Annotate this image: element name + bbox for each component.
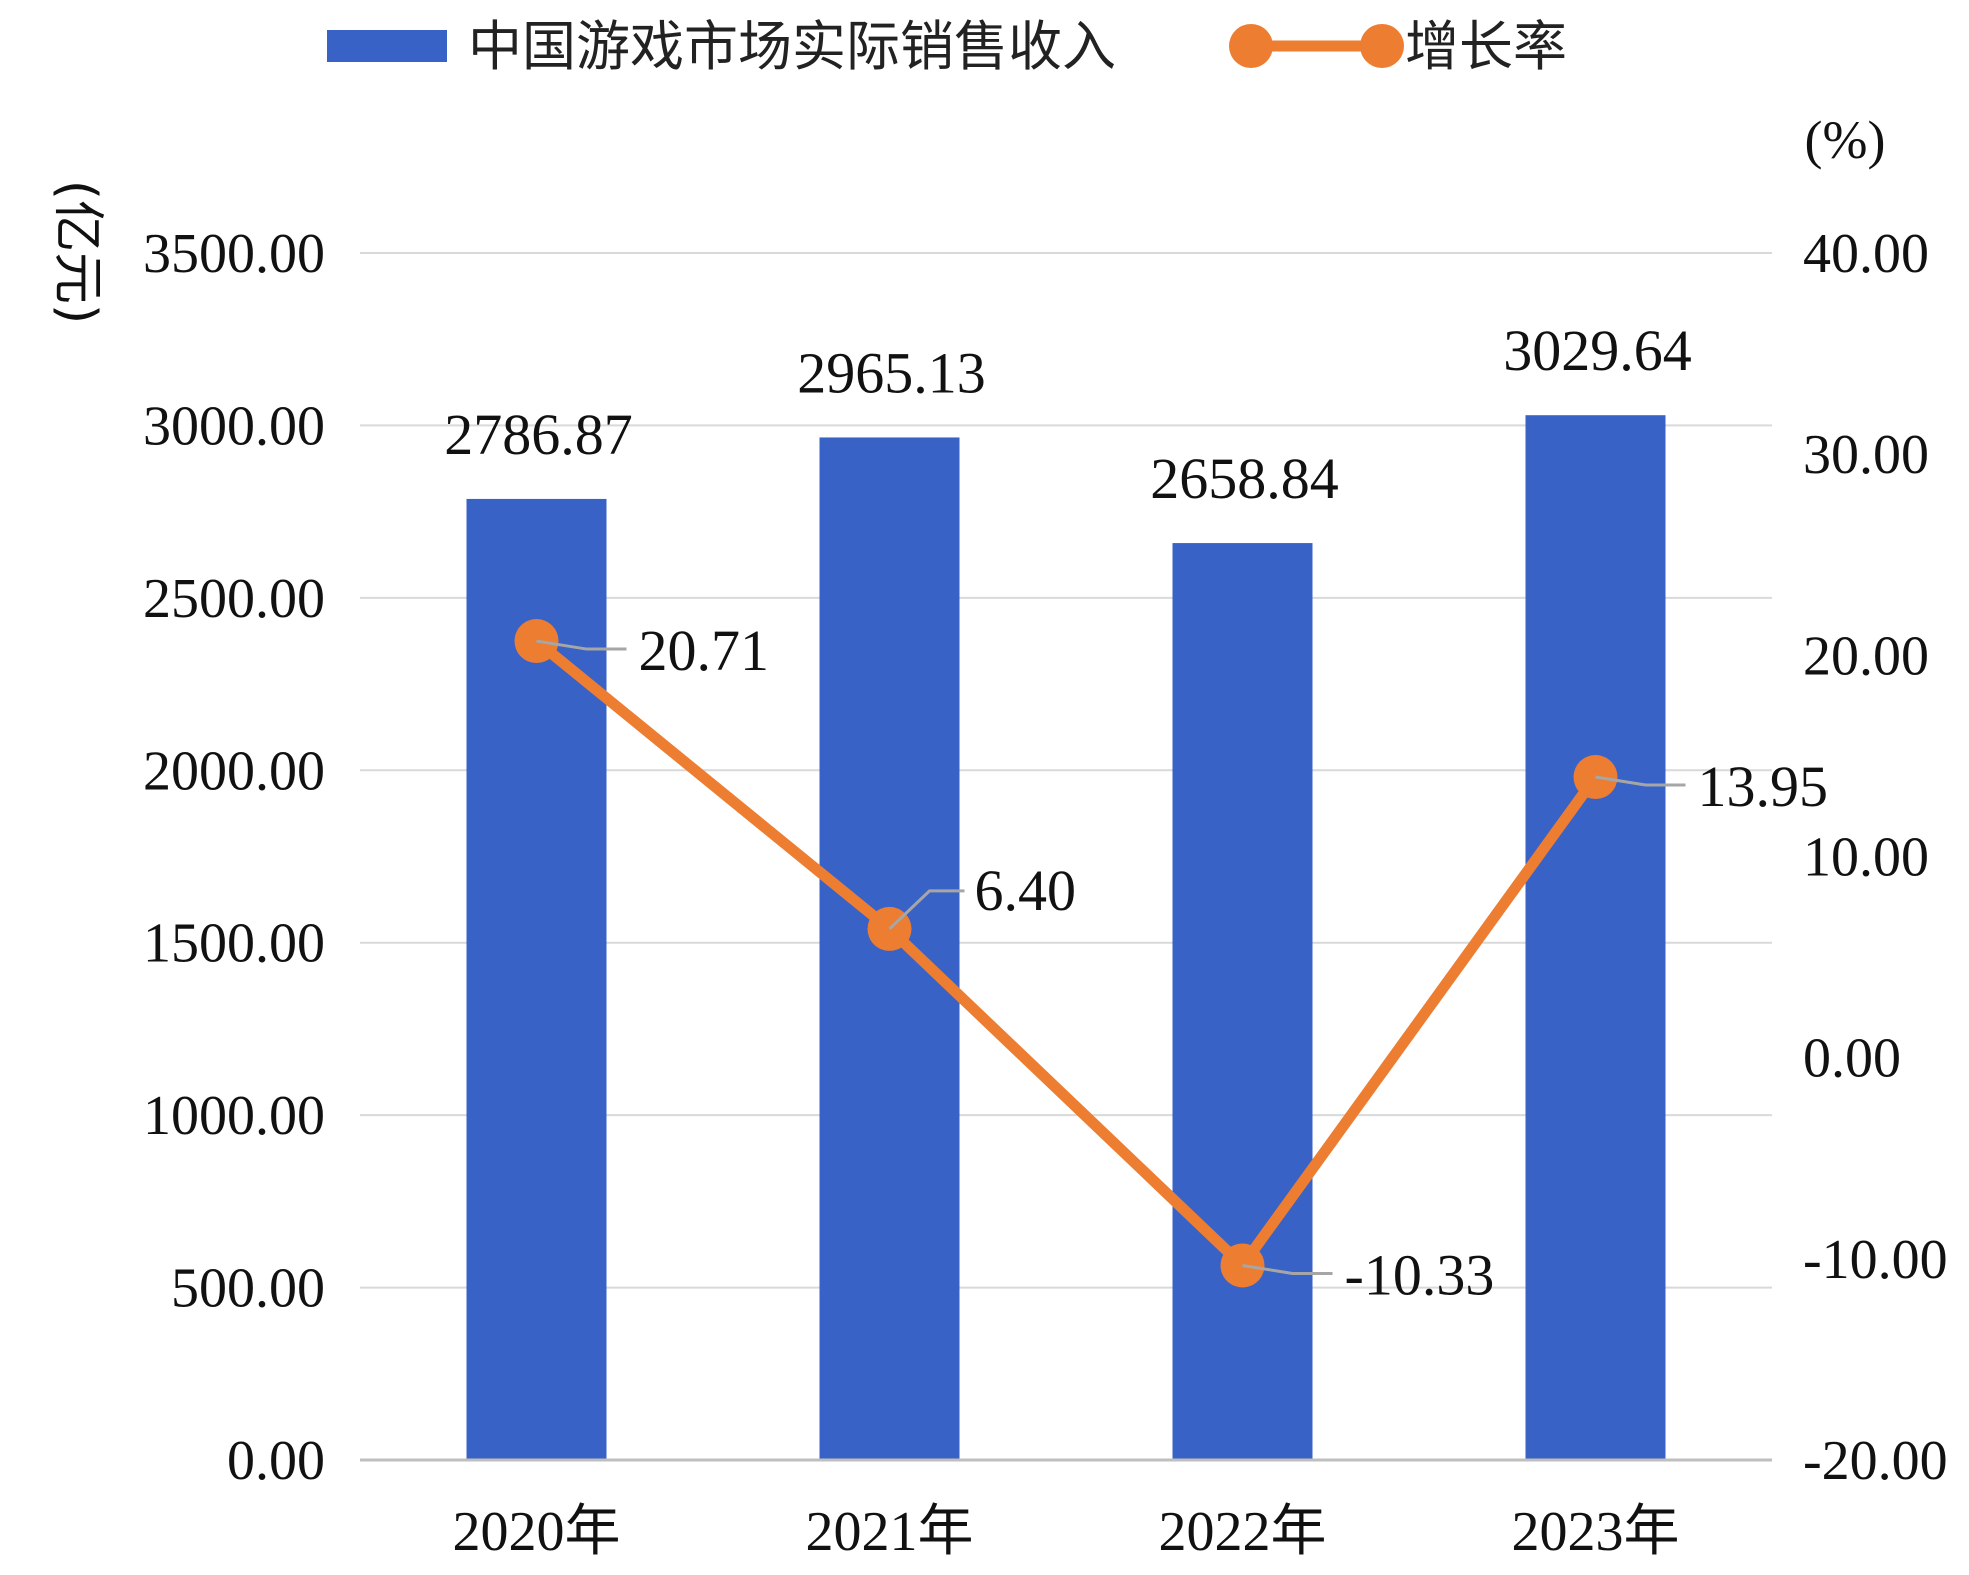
data-labels: 2786.87 2965.13 2658.84 3029.64 20.71 6.40 -10… xyxy=(444,318,1828,1307)
left-tick-label: 1000.00 xyxy=(143,1085,325,1147)
line-value-label: 6.40 xyxy=(975,858,1077,923)
line-series xyxy=(514,619,1618,1288)
right-tick-label: 30.00 xyxy=(1803,424,1929,486)
right-tick-label: 10.00 xyxy=(1803,827,1929,889)
leader-line xyxy=(888,889,965,931)
right-tick-label: -10.00 xyxy=(1803,1229,1948,1291)
left-axis-unit: (亿元) xyxy=(47,180,107,325)
bar-value-label: 2965.13 xyxy=(797,340,986,405)
leader-line xyxy=(1242,1263,1333,1275)
bar-series xyxy=(466,415,1666,1460)
growth-line xyxy=(531,635,1601,1271)
left-tick-label: 2500.00 xyxy=(143,568,325,630)
line-value-label: 20.71 xyxy=(639,618,770,683)
bar-value-label: 2658.84 xyxy=(1150,446,1339,511)
leader-line xyxy=(1595,775,1686,787)
legend-line-marker xyxy=(1360,24,1404,68)
legend-line-label: 增长率 xyxy=(1405,15,1567,78)
category-label: 2023年 xyxy=(1512,1501,1680,1563)
leader-line xyxy=(536,639,627,651)
bar-value-label: 3029.64 xyxy=(1503,318,1692,383)
legend-line-marker xyxy=(1229,24,1273,68)
legend: 中国游戏市场实际销售收入 增长率 xyxy=(327,15,1567,78)
axes: 0.00 500.00 1000.00 1500.00 2000.00 2500.00 30… xyxy=(47,110,1948,1563)
bar xyxy=(1525,415,1666,1460)
right-tick-label: 20.00 xyxy=(1803,625,1929,687)
right-tick-label: 0.00 xyxy=(1803,1028,1901,1090)
legend-bar-label: 中国游戏市场实际销售收入 xyxy=(468,15,1116,78)
line-value-label: -10.33 xyxy=(1345,1242,1495,1307)
right-tick-label: -20.00 xyxy=(1803,1430,1948,1492)
left-tick-label: 2000.00 xyxy=(143,740,325,802)
right-tick-label: 40.00 xyxy=(1803,223,1929,285)
right-axis-unit: (%) xyxy=(1805,110,1886,170)
left-tick-label: 0.00 xyxy=(227,1430,325,1492)
line-value-label: 13.95 xyxy=(1698,754,1829,819)
category-label: 2021年 xyxy=(806,1501,974,1563)
left-tick-label: 500.00 xyxy=(171,1258,325,1320)
left-tick-label: 3000.00 xyxy=(143,395,325,457)
bar xyxy=(1172,543,1313,1460)
category-label: 2022年 xyxy=(1159,1501,1327,1563)
left-tick-label: 3500.00 xyxy=(143,223,325,285)
category-label: 2020年 xyxy=(453,1501,621,1563)
legend-bar-swatch xyxy=(327,30,447,62)
bar-value-label: 2786.87 xyxy=(444,402,633,467)
left-tick-label: 1500.00 xyxy=(143,913,325,975)
